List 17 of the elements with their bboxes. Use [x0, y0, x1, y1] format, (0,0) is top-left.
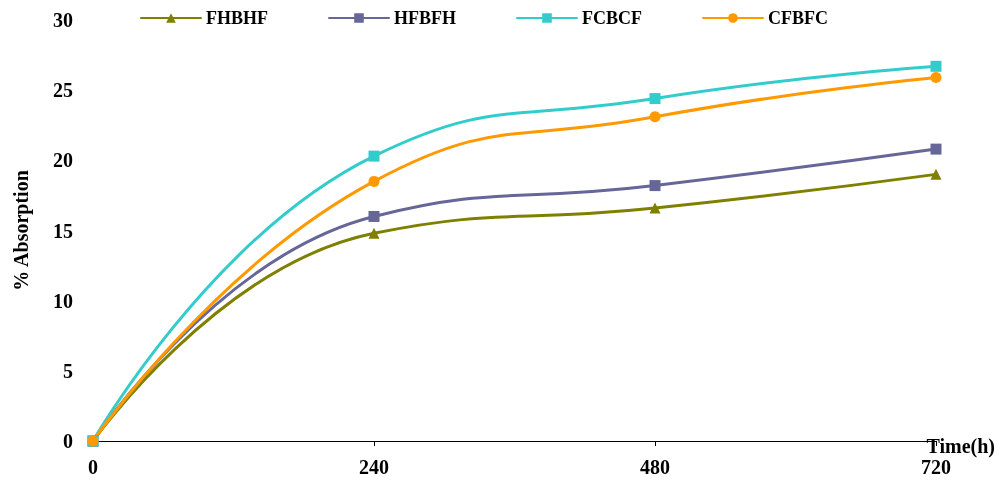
y-tick-label: 15 — [53, 219, 73, 242]
y-tick-label: 5 — [63, 359, 73, 382]
legend-label: CFBFC — [767, 8, 828, 28]
x-tick-label: 720 — [921, 456, 951, 478]
y-tick-label: 25 — [53, 79, 73, 102]
y-tick-label: 0 — [63, 430, 73, 452]
legend-label: FHBHF — [206, 8, 268, 28]
y-tick-label: 20 — [53, 149, 73, 172]
x-axis-title: Time(h) — [926, 435, 995, 458]
y-tick-label: 30 — [53, 9, 73, 31]
legend-label: HFBFH — [394, 8, 456, 28]
x-tick-label: 240 — [359, 456, 389, 478]
y-axis-title: % Absorption — [10, 170, 33, 291]
legend-label: FCBCF — [582, 8, 642, 28]
x-tick-label: 480 — [640, 456, 670, 478]
x-tick-label: 0 — [88, 456, 98, 478]
y-tick-label: 10 — [53, 289, 73, 312]
